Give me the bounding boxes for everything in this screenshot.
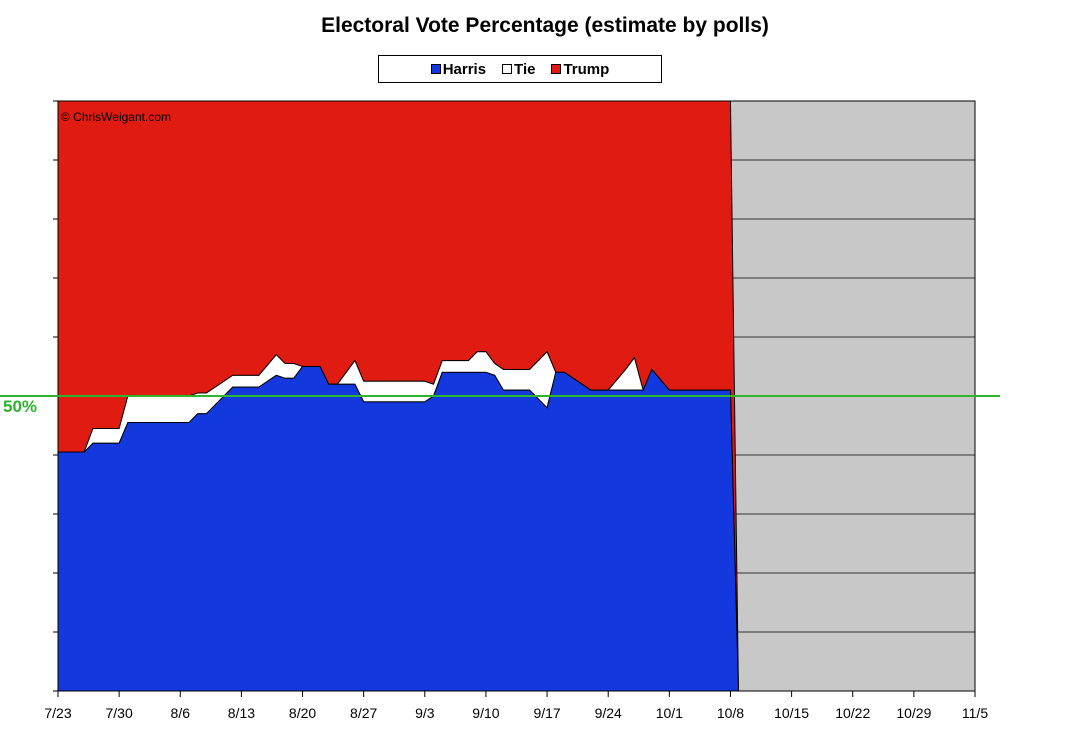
legend-label-trump: Trump xyxy=(563,60,610,78)
chart-legend: Harris Tie Trump xyxy=(378,55,662,83)
y-axis-ticks xyxy=(53,100,58,692)
legend-swatch-trump xyxy=(551,64,562,74)
chart-title: Electoral Vote Percentage (estimate by p… xyxy=(321,14,769,37)
area-harris xyxy=(57,366,739,692)
x-tick-label: 10/22 xyxy=(835,705,870,721)
x-tick-label: 10/29 xyxy=(896,705,931,721)
legend-label-harris: Harris xyxy=(442,60,487,78)
legend-swatch-harris xyxy=(430,64,441,74)
x-tick-label: 7/30 xyxy=(106,705,133,721)
x-tick-label: 7/23 xyxy=(44,705,71,721)
legend-entry-trump: Trump xyxy=(551,61,609,78)
x-tick-label: 8/13 xyxy=(228,705,255,721)
x-tick-label: 9/3 xyxy=(415,705,435,721)
x-tick-label: 9/24 xyxy=(595,705,622,721)
x-tick-label: 9/10 xyxy=(472,705,499,721)
legend-swatch-tie xyxy=(502,64,513,74)
x-tick-label: 10/8 xyxy=(717,705,744,721)
copyright-text: © ChrisWeigant.com xyxy=(61,110,171,124)
legend-entry-tie: Tie xyxy=(502,61,535,78)
x-tick-label: 8/6 xyxy=(171,705,191,721)
x-tick-label: 8/20 xyxy=(289,705,316,721)
x-tick-label: 10/1 xyxy=(656,705,683,721)
legend-entry-harris: Harris xyxy=(430,60,487,78)
x-tick-label: 8/27 xyxy=(350,705,377,721)
x-tick-label: 10/15 xyxy=(774,705,809,721)
area-series xyxy=(57,100,739,692)
x-tick-label: 11/5 xyxy=(962,705,988,721)
fifty-percent-label: 50% xyxy=(3,397,37,416)
legend-label-tie: Tie xyxy=(514,60,536,78)
x-axis: 7/23 7/30 8/6 8/13 8/20 8/27 9/3 9/10 9/17 9/24 10… xyxy=(44,691,988,721)
x-tick-label: 9/17 xyxy=(533,705,560,721)
